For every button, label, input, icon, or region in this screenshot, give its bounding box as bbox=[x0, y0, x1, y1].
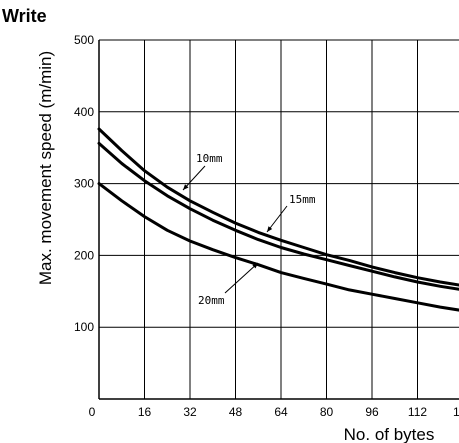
callout-arrowhead bbox=[252, 263, 258, 269]
y-tick-label: 400 bbox=[74, 105, 94, 119]
callout-arrowhead bbox=[183, 184, 189, 190]
x-tick-label: 48 bbox=[229, 405, 243, 419]
y-tick-label: 300 bbox=[74, 177, 94, 191]
y-tick-label: 500 bbox=[74, 33, 94, 47]
x-tick-label: 112 bbox=[408, 405, 427, 419]
y-tick-label: 200 bbox=[74, 248, 94, 262]
series-line-10mm bbox=[97, 127, 459, 287]
callout-label-20mm: 20mm bbox=[198, 294, 225, 307]
y-tick-label: 100 bbox=[74, 320, 94, 334]
x-tick-label: 64 bbox=[274, 405, 288, 419]
axes bbox=[98, 40, 459, 400]
callout-label-15mm: 15mm bbox=[289, 193, 316, 206]
x-tick-label: 0 bbox=[89, 405, 96, 419]
grid bbox=[99, 39, 459, 399]
series-line-15mm bbox=[97, 141, 459, 291]
x-tick-label: 128 bbox=[453, 405, 459, 419]
series-line-20mm bbox=[97, 182, 459, 312]
x-axis-title: No. of bytes bbox=[344, 425, 435, 443]
x-tick-label: 32 bbox=[183, 405, 197, 419]
x-tick-label: 80 bbox=[320, 405, 334, 419]
callouts: 10mm 15mm 20mm bbox=[182, 152, 316, 307]
y-axis-title: Max. movement speed (m/min) bbox=[36, 51, 55, 285]
curves bbox=[97, 127, 459, 312]
x-tick-label: 16 bbox=[138, 405, 152, 419]
x-tick-label: 96 bbox=[365, 405, 379, 419]
chart-heading: Write bbox=[2, 6, 47, 26]
callout-leader bbox=[224, 262, 259, 294]
tick-labels: 100 200 300 400 500 0 16 32 48 64 80 96 112 128 bbox=[74, 33, 459, 419]
callout-label-10mm: 10mm bbox=[196, 152, 223, 165]
callout-arrowhead bbox=[267, 226, 273, 232]
